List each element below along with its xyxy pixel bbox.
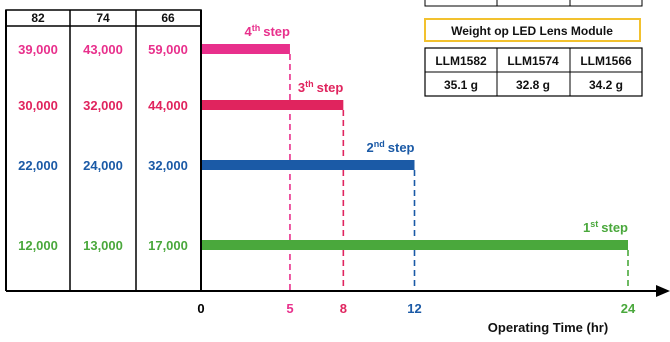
step-bar bbox=[201, 100, 344, 110]
left-table-cell: 30,000 bbox=[18, 98, 58, 113]
step-label-number: 2 bbox=[367, 140, 374, 155]
weight-table-header: LLM1566 bbox=[580, 54, 632, 68]
step-label-word: step bbox=[263, 24, 290, 39]
left-value-table: 82 74 66 39,000 43,000 59,000 30,000 32,000 44,0… bbox=[5, 9, 202, 291]
step-label: 3th step bbox=[298, 79, 344, 95]
weight-table-stub bbox=[424, 0, 643, 7]
step-label: 1st step bbox=[583, 219, 628, 235]
left-table-header: 66 bbox=[161, 11, 175, 25]
left-table-cell: 43,000 bbox=[83, 42, 123, 57]
step-label: 2nd step bbox=[367, 139, 415, 155]
left-table-cell: 32,000 bbox=[83, 98, 123, 113]
axes: 0 5 8 12 24 bbox=[6, 10, 670, 316]
step-label-word: step bbox=[601, 220, 628, 235]
left-table-cell: 12,000 bbox=[18, 238, 58, 253]
step-label-word: step bbox=[317, 80, 344, 95]
weight-table-value: 32.8 g bbox=[516, 78, 550, 92]
left-table-cell: 17,000 bbox=[148, 238, 188, 253]
step-label-suffix: th bbox=[305, 79, 314, 89]
step-label-suffix: st bbox=[590, 219, 598, 229]
left-table-cell: 59,000 bbox=[148, 42, 188, 57]
step-label: 4th step bbox=[244, 23, 290, 39]
left-table-header: 74 bbox=[96, 11, 110, 25]
step-bar bbox=[201, 160, 415, 170]
x-tick-label: 8 bbox=[340, 301, 347, 316]
step-label-number: 3 bbox=[298, 80, 305, 95]
weight-table-title: Weight op LED Lens Module bbox=[451, 24, 613, 38]
x-tick-label: 5 bbox=[286, 301, 293, 316]
step-label-number: 1 bbox=[583, 220, 590, 235]
x-axis-arrow bbox=[656, 285, 670, 297]
step-bar bbox=[201, 240, 628, 250]
step-label-number: 4 bbox=[244, 24, 252, 39]
weight-table-value: 34.2 g bbox=[589, 78, 623, 92]
weight-table-title-box bbox=[424, 18, 641, 42]
x-tick-label: 24 bbox=[621, 301, 636, 316]
left-table-cell: 39,000 bbox=[18, 42, 58, 57]
left-table-cell: 13,000 bbox=[83, 238, 123, 253]
left-table-cell: 24,000 bbox=[83, 158, 123, 173]
left-table-header: 82 bbox=[31, 11, 45, 25]
step-label-word: step bbox=[388, 140, 415, 155]
left-table-cell: 22,000 bbox=[18, 158, 58, 173]
weight-table: Weight op LED Lens Module LLM1582 LLM1574 L… bbox=[424, 0, 643, 97]
weight-table-header: LLM1582 bbox=[435, 54, 487, 68]
step-label-suffix: nd bbox=[374, 139, 385, 149]
weight-table-header: LLM1574 bbox=[507, 54, 559, 68]
step-bar bbox=[201, 44, 290, 54]
weight-table-value: 35.1 g bbox=[444, 78, 478, 92]
x-tick-label: 0 bbox=[197, 301, 204, 316]
x-axis-label: Operating Time (hr) bbox=[488, 320, 608, 335]
x-tick-label: 12 bbox=[407, 301, 421, 316]
left-table-cell: 32,000 bbox=[148, 158, 188, 173]
left-table-cell: 44,000 bbox=[148, 98, 188, 113]
step-label-suffix: th bbox=[252, 23, 261, 33]
